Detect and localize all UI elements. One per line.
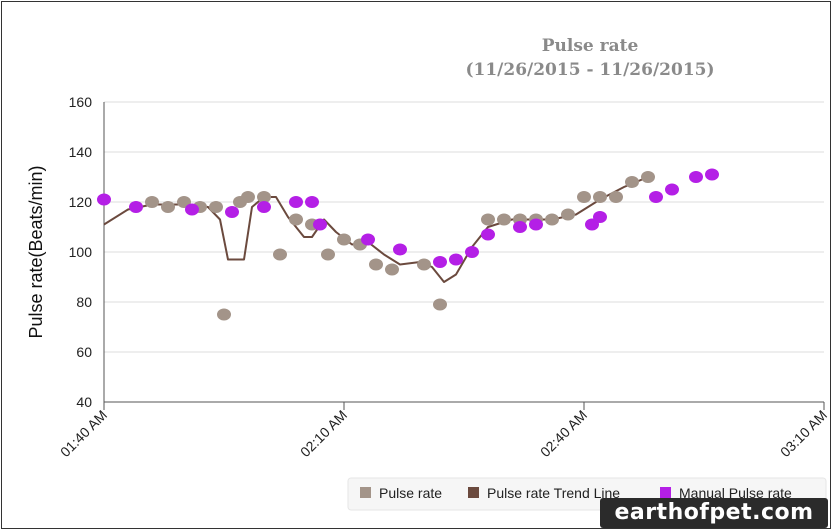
manual-pulse-point <box>665 183 679 196</box>
manual-pulse-point <box>97 193 111 206</box>
watermark-logo: earthofpet.com <box>600 498 828 528</box>
y-tick-label: 160 <box>69 94 93 110</box>
manual-pulse-point <box>313 218 327 231</box>
manual-pulse-point <box>393 243 407 256</box>
manual-pulse-point <box>129 201 143 213</box>
manual-pulse-point <box>529 218 543 231</box>
pulse-rate-point <box>625 176 639 188</box>
pulse-rate-point <box>433 298 447 311</box>
legend-swatch <box>360 487 371 498</box>
grid-lines <box>104 101 824 353</box>
pulse-rate-point <box>609 191 623 203</box>
pulse-rate-point <box>385 263 399 276</box>
manual-pulse-point <box>225 206 239 218</box>
scatter-points <box>97 168 719 321</box>
y-tick-labels: 40 60 80 100 120 140 160 <box>69 94 93 410</box>
pulse-rate-point <box>337 233 351 246</box>
legend-label: Manual Pulse rate <box>679 485 792 501</box>
manual-pulse-point <box>513 221 527 233</box>
axes <box>103 102 824 403</box>
manual-pulse-point <box>305 196 319 208</box>
pulse-rate-point <box>369 258 383 271</box>
manual-pulse-point <box>361 233 375 246</box>
chart-title: Pulse rate <box>542 36 639 56</box>
manual-pulse-point <box>481 228 495 241</box>
y-axis-label: Pulse rate(Beats/min) <box>26 165 46 338</box>
pulse-rate-point <box>273 248 287 261</box>
pulse-rate-point <box>641 171 655 183</box>
pulse-rate-point <box>289 213 303 226</box>
y-tick-label: 60 <box>76 344 92 360</box>
legend-label: Pulse rate <box>379 485 442 501</box>
x-tick-label: 03:10 AM <box>777 407 830 460</box>
manual-pulse-point <box>705 168 719 181</box>
pulse-rate-point <box>481 213 495 226</box>
pulse-rate-point <box>545 213 559 226</box>
pulse-rate-point <box>417 258 431 271</box>
manual-pulse-point <box>689 171 703 183</box>
pulse-rate-point <box>321 248 335 261</box>
pulse-rate-point <box>577 191 591 203</box>
manual-pulse-point <box>449 253 463 266</box>
y-tick-label: 120 <box>69 194 93 210</box>
manual-pulse-point <box>185 203 199 216</box>
manual-pulse-point <box>433 256 447 268</box>
x-tick-labels: 01:40 AM 02:10 AM 02:40 AM 03:10 AM <box>57 402 830 460</box>
legend-swatch <box>660 487 671 498</box>
y-tick-label: 100 <box>69 244 93 260</box>
pulse-rate-point <box>241 191 255 203</box>
pulse-rate-point <box>593 191 607 203</box>
y-tick-label: 40 <box>76 394 92 410</box>
y-tick-label: 80 <box>76 294 92 310</box>
pulse-rate-point <box>257 191 271 203</box>
manual-pulse-point <box>465 246 479 258</box>
pulse-rate-point <box>209 201 223 213</box>
manual-pulse-point <box>593 211 607 223</box>
manual-pulse-point <box>649 191 663 203</box>
x-tick-label: 01:40 AM <box>57 407 110 460</box>
pulse-rate-point <box>497 213 511 226</box>
legend-label: Pulse rate Trend Line <box>487 485 620 501</box>
pulse-rate-point <box>161 201 175 213</box>
x-tick-label: 02:10 AM <box>297 407 350 460</box>
manual-pulse-point <box>289 196 303 208</box>
legend-swatch <box>468 487 479 498</box>
chart-subtitle: (11/26/2015 - 11/26/2015) <box>465 60 714 80</box>
y-tick-label: 140 <box>69 144 93 160</box>
x-tick-label: 02:40 AM <box>537 407 590 460</box>
pulse-rate-point <box>145 196 159 208</box>
manual-pulse-point <box>257 201 271 213</box>
pulse-rate-point <box>217 308 231 321</box>
pulse-rate-point <box>561 208 575 221</box>
